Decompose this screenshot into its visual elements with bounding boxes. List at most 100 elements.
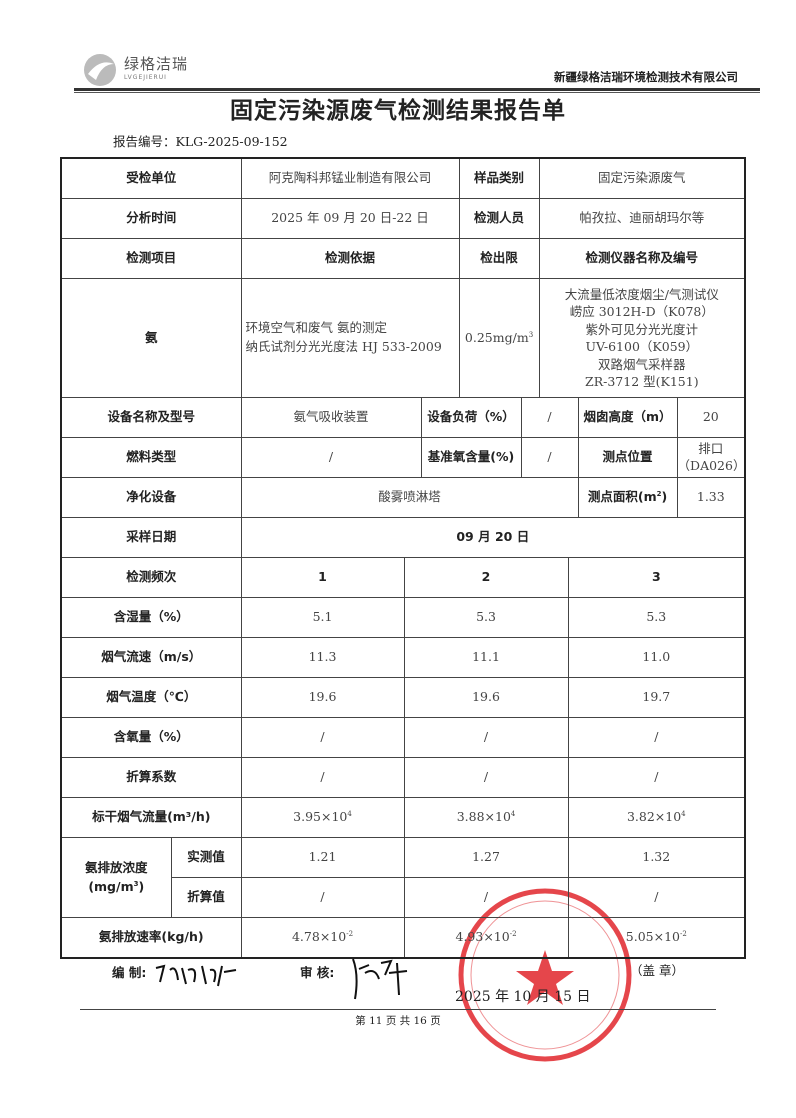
client-value: 阿克陶科邦锰业制造有限公司	[240, 157, 460, 199]
load-label: 设备负荷（%）	[420, 397, 522, 438]
analysis-time-label: 分析时间	[60, 198, 242, 239]
table-row: 氨 环境空气和废气 氨的测定 纳氏试剂分光光度法 HJ 533-2009 0.2…	[60, 278, 746, 398]
result-value-2: /	[403, 717, 569, 758]
flow-label: 标干烟气流量(m³/h)	[60, 797, 242, 838]
basis-value: 环境空气和废气 氨的测定 纳氏试剂分光光度法 HJ 533-2009	[240, 278, 460, 398]
limit-text: 0.25mg/m	[464, 329, 529, 345]
prepared-signature	[155, 964, 237, 987]
result-value-3: 11.0	[567, 637, 746, 678]
report-number: 报告编号：KLG-2025-09-152	[113, 134, 288, 149]
table-row: 采样日期 09 月 20 日	[60, 517, 746, 558]
instrument-line: 大流量低浓度烟尘/气测试仪	[564, 286, 719, 302]
flow-1: 3.95×104	[240, 797, 405, 838]
date-value: 09 月 20 日	[240, 517, 746, 558]
converted-1: /	[240, 877, 405, 918]
company-name: 新疆绿格洁瑞环境检测技术有限公司	[554, 70, 738, 84]
result-value-1: 19.6	[240, 677, 405, 718]
prepared-label: 编 制:	[112, 965, 147, 980]
basis-label: 检测依据	[240, 238, 460, 279]
header-divider-thin	[74, 92, 760, 93]
rate-2: 4.93×10-2	[403, 917, 569, 959]
table-row: 标干烟气流量(m³/h) 3.95×104 3.88×104 3.82×104	[60, 797, 746, 838]
measured-1: 1.21	[240, 837, 405, 878]
equipment-value: 氨气吸收装置	[240, 397, 422, 438]
result-value-3: 19.7	[567, 677, 746, 718]
instrument-line: ZR-3712 型(K151)	[585, 374, 699, 389]
converted-label: 折算值	[170, 877, 242, 918]
flow-2-text: 3.88×10	[456, 809, 511, 825]
rate-exp: -2	[680, 929, 687, 938]
table-row: 燃料类型 / 基准氧含量(%) / 测点位置 排口 （DA026）	[60, 437, 746, 478]
point-value: 排口 （DA026）	[676, 437, 746, 478]
rate-exp: -2	[346, 929, 354, 938]
conc-unit-text: (mg/m	[88, 878, 134, 894]
table-row: 设备名称及型号 氨气吸收装置 设备负荷（%） / 烟囱高度（m） 20	[60, 397, 746, 438]
table-row: 氨排放浓度 (mg/m3) 实测值 1.21 1.27 1.32	[60, 837, 746, 918]
table-row: 受检单位 阿克陶科邦锰业制造有限公司 样品类别 固定污染源废气	[60, 157, 746, 199]
logo-text: 绿格洁瑞	[124, 55, 189, 73]
flow-3-text: 3.82×10	[626, 809, 682, 825]
table-row: 检测频次 1 2 3	[60, 557, 746, 598]
seal-label: （盖 章）	[630, 963, 684, 978]
result-label: 含湿量（%）	[60, 597, 242, 638]
sample-type-value: 固定污染源废气	[538, 157, 746, 199]
freq-3: 3	[567, 557, 746, 598]
load-value: /	[520, 397, 579, 438]
reviewed-signature	[352, 958, 408, 1000]
freq-1: 1	[240, 557, 405, 598]
rate-1-text: 4.78×10	[291, 929, 347, 945]
point-line-2: （DA026）	[677, 457, 746, 473]
page-title: 固定污染源废气检测结果报告单	[230, 98, 566, 124]
item-value: 氨	[60, 278, 242, 398]
area-close: )	[661, 489, 668, 505]
header-divider	[74, 88, 760, 91]
instrument-label: 检测仪器名称及编号	[538, 238, 746, 279]
table-row: 氨排放速率(kg/h) 4.78×10-2 4.93×10-2 5.05×10-…	[60, 917, 746, 959]
flow-exp: 4	[347, 809, 352, 818]
stack-height-value: 20	[676, 397, 746, 438]
report-table: 受检单位 阿克陶科邦锰业制造有限公司 样品类别 固定污染源废气 分析时间 202…	[60, 157, 747, 959]
logo-subtext: LVGEJIERUI	[124, 74, 167, 81]
rate-3-text: 5.05×10	[625, 929, 680, 945]
conc-unit-sup: 3	[133, 879, 139, 888]
table-row: 烟气温度（℃） 19.6 19.6 19.7	[60, 677, 746, 718]
table-row: 含湿量（%） 5.1 5.3 5.3	[60, 597, 746, 638]
fuel-value: /	[240, 437, 422, 478]
flow-2: 3.88×104	[403, 797, 569, 838]
freq-label: 检测频次	[60, 557, 242, 598]
result-value-1: 5.1	[240, 597, 405, 638]
equipment-label: 设备名称及型号	[60, 397, 242, 438]
page-number: 第 11 页 共 16 页	[355, 1015, 441, 1027]
rate-1: 4.78×10-2	[240, 917, 405, 959]
measured-3: 1.32	[567, 837, 746, 878]
area-value: 1.33	[676, 477, 746, 518]
converted-3: /	[567, 877, 746, 918]
tester-value: 帕孜拉、迪丽胡玛尔等	[538, 198, 746, 239]
table-row: 净化设备 酸雾喷淋塔 测点面积(m2) 1.33	[60, 477, 746, 518]
result-label: 烟气流速（m/s）	[60, 637, 242, 678]
purify-label: 净化设备	[60, 477, 242, 518]
purify-value: 酸雾喷淋塔	[240, 477, 579, 518]
table-row: 折算值 / / /	[61, 877, 746, 918]
footer-divider	[80, 1009, 716, 1010]
ref-oxygen-label: 基准氧含量(%)	[420, 437, 522, 478]
rate-2-text: 4.93×10	[455, 929, 510, 945]
instrument-line: 双路烟气采样器	[598, 356, 686, 372]
rate-label: 氨排放速率(kg/h)	[60, 917, 242, 959]
result-value-2: /	[403, 757, 569, 798]
flow-1-text: 3.95×10	[293, 809, 348, 825]
item-label: 检测项目	[60, 238, 242, 279]
flow-exp: 4	[681, 809, 686, 818]
conc-label-text: 氨排放浓度	[84, 859, 148, 875]
converted-2: /	[403, 877, 569, 918]
point-label: 测点位置	[577, 437, 678, 478]
measured-label: 实测值	[170, 837, 242, 878]
conc-unit-close: )	[138, 878, 145, 894]
measured-2: 1.27	[403, 837, 569, 878]
flow-exp: 4	[510, 809, 516, 818]
date-label: 采样日期	[60, 517, 242, 558]
company-logo-icon	[84, 54, 116, 86]
rate-3: 5.05×10-2	[567, 917, 746, 959]
result-label: 折算系数	[60, 757, 242, 798]
result-value-3: 5.3	[567, 597, 746, 638]
